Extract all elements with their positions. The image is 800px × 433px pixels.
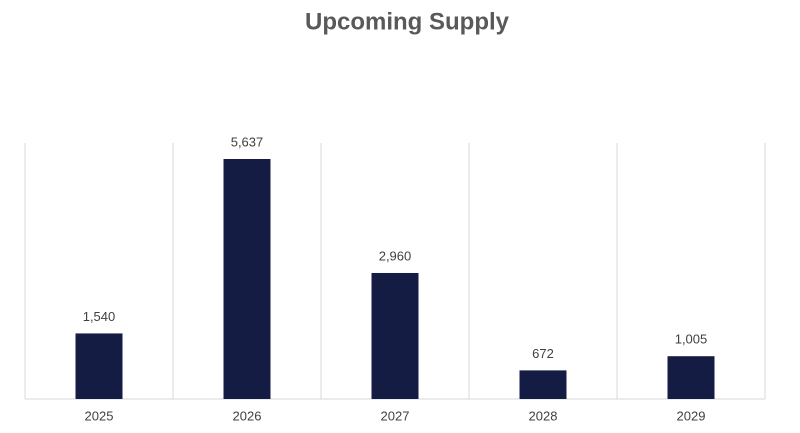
bar [667, 356, 715, 399]
chart-title: Upcoming Supply [305, 8, 510, 35]
value-label: 1,540 [83, 309, 116, 324]
bar [75, 333, 123, 399]
value-label: 5,637 [231, 134, 264, 149]
value-label: 1,005 [675, 332, 708, 347]
bar [223, 159, 271, 399]
x-tick-label: 2027 [381, 408, 410, 423]
bar [371, 272, 419, 399]
value-label: 2,960 [379, 248, 412, 263]
x-tick-label: 2025 [85, 408, 114, 423]
x-tick-label: 2029 [677, 408, 706, 423]
x-tick-label: 2026 [233, 408, 262, 423]
value-label: 672 [532, 346, 554, 361]
x-tick-label: 2028 [529, 408, 558, 423]
bar [519, 370, 567, 399]
